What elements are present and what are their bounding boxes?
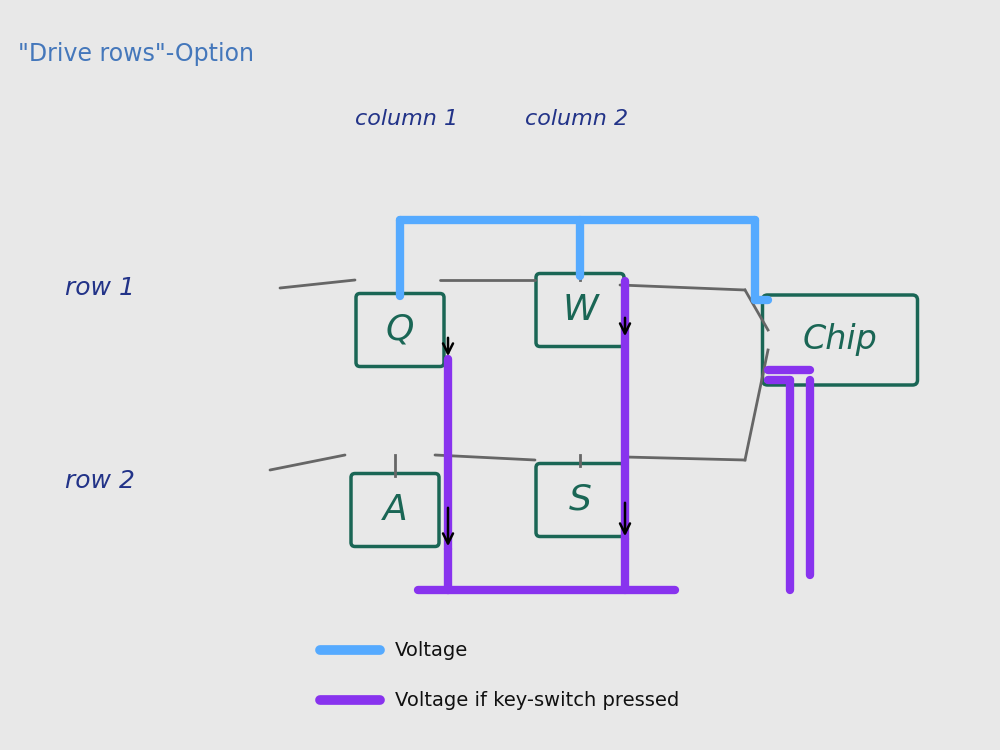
Text: Q: Q (386, 313, 414, 347)
Text: row 2: row 2 (65, 469, 135, 493)
Text: "Drive rows"-Option: "Drive rows"-Option (18, 42, 254, 66)
Text: row 1: row 1 (65, 276, 135, 300)
Text: S: S (569, 483, 591, 517)
Text: Chip: Chip (803, 323, 877, 356)
Text: column 2: column 2 (525, 109, 628, 129)
Text: W: W (562, 293, 598, 327)
Text: Voltage if key-switch pressed: Voltage if key-switch pressed (395, 691, 679, 709)
Text: Voltage: Voltage (395, 640, 468, 659)
Text: column 1: column 1 (355, 109, 458, 129)
Text: A: A (383, 493, 407, 527)
